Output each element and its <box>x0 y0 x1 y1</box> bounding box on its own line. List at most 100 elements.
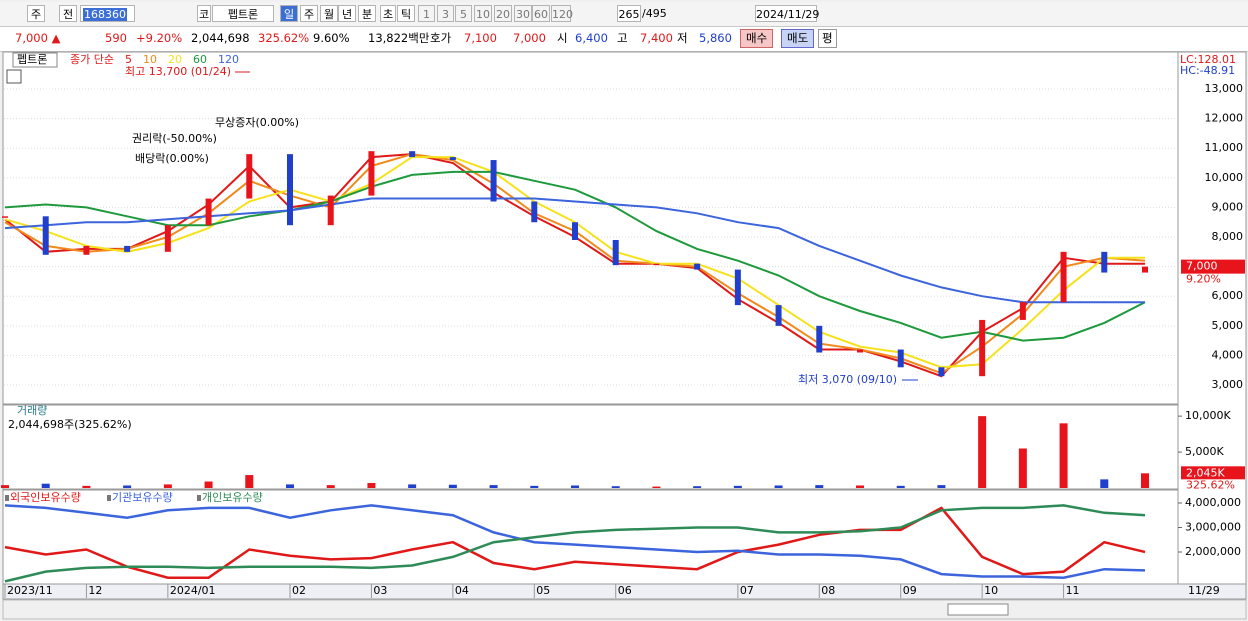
volume-bar <box>82 485 91 488</box>
legend-box <box>12 52 58 68</box>
selected-text: 168360 <box>83 8 127 21</box>
volume-bar <box>815 485 824 488</box>
info-item: 저 <box>677 31 688 45</box>
volume-bar <box>163 484 172 488</box>
volume-bar <box>489 485 498 488</box>
change-label: 9.20% <box>1186 273 1221 286</box>
toolbar-item[interactable]: 월 <box>320 5 338 22</box>
toolbar-item[interactable]: 일 <box>280 5 298 22</box>
grid-icon[interactable] <box>6 69 22 84</box>
toolbar-item[interactable]: 2024/11/29 <box>755 5 819 22</box>
info-item: 시 <box>557 31 568 45</box>
holding-line <box>4 506 1146 579</box>
scrollbar[interactable] <box>2 599 1247 620</box>
volume-bar <box>693 486 702 488</box>
volume-bar <box>978 416 987 488</box>
toolbar-item[interactable]: 30 <box>514 5 532 22</box>
toolbar-item[interactable]: 20 <box>494 5 512 22</box>
volume-bar <box>1100 479 1109 488</box>
x-tick-label: 05 <box>536 584 550 597</box>
toolbar-item[interactable]: 분 <box>358 5 376 22</box>
toolbar-item[interactable]: 주 <box>300 5 318 22</box>
info-item[interactable]: 평 <box>818 29 837 48</box>
info-item: 7,400 <box>640 31 673 45</box>
volume-bar <box>123 485 132 488</box>
info-item: 2,044,698 <box>191 31 250 45</box>
toolbar-item[interactable]: 주 <box>27 5 45 22</box>
candle <box>490 160 497 202</box>
toolbar-item[interactable]: 년 <box>338 5 356 22</box>
info-item: 13,822백만 <box>368 31 430 45</box>
candle <box>1060 251 1067 303</box>
toolbar-item[interactable]: 120 <box>551 5 573 22</box>
volume-bar <box>1018 448 1027 488</box>
toolbar-item[interactable]: 펩트론 <box>212 5 274 22</box>
toolbar-item[interactable]: 전 <box>59 5 77 22</box>
y-tick-label: 9,000 <box>1212 200 1244 213</box>
y-tick-label: 3,000,000 <box>1185 520 1241 533</box>
candle <box>572 222 578 240</box>
toolbar-item[interactable]: 1 <box>418 5 435 22</box>
legend-entry: 외국인보유수량 <box>10 491 81 504</box>
y-tick-label: 8,000 <box>1212 230 1244 243</box>
hc-label: HC:-48.91 <box>1180 64 1235 77</box>
candle <box>449 157 456 161</box>
toolbar-item[interactable]: 코 <box>197 5 211 22</box>
candle <box>979 319 986 377</box>
scroll-thumb[interactable] <box>947 603 1009 616</box>
y-tick-label: 12,000 <box>1205 112 1244 125</box>
volume-bar <box>1 485 9 488</box>
toolbar-item[interactable]: 60 <box>532 5 550 22</box>
candle <box>775 305 782 326</box>
info-item[interactable]: 매도 <box>781 29 815 48</box>
holdings-panel <box>2 489 1179 585</box>
ma-line <box>4 156 1145 369</box>
y-tick-label: 11,000 <box>1205 141 1244 154</box>
legend-marker <box>197 495 201 501</box>
lc-label: LC:128.01 <box>1180 53 1236 66</box>
volume-bar <box>408 484 417 488</box>
toolbar-item[interactable]: 265 <box>617 5 641 22</box>
y-tick-label: 4,000,000 <box>1185 496 1241 509</box>
toolbar-item[interactable]: 168360 <box>80 5 135 22</box>
y-tick-label: 3,000 <box>1212 378 1244 391</box>
info-item: +9.20% <box>136 31 183 45</box>
legend-marker <box>107 495 111 501</box>
x-tick-label: 11 <box>1066 584 1080 597</box>
toolbar-item[interactable]: 5 <box>455 5 472 22</box>
toolbar-item[interactable]: /495 <box>642 7 667 20</box>
volume-bar <box>1059 423 1068 488</box>
volume-bar <box>326 485 335 488</box>
candle <box>246 154 253 199</box>
x-tick-label: 2023/11 <box>7 584 53 597</box>
toolbar-item[interactable]: 틱 <box>397 5 415 22</box>
volume-panel <box>2 404 1179 490</box>
info-item: 5,860 <box>699 31 732 45</box>
y-tick-label: 10,000 <box>1205 171 1244 184</box>
info-item: 7,100 <box>464 31 497 45</box>
candle <box>1019 302 1026 320</box>
info-item[interactable]: 매수 <box>740 29 774 48</box>
legend-label: 거래량 <box>17 404 47 417</box>
info-label: 2,044,698주(325.62%) <box>8 418 132 431</box>
info-item: 호가 <box>430 31 452 45</box>
holding-line <box>4 504 1146 583</box>
legend-title: 펩트론 <box>17 53 47 66</box>
x-tick-label: 07 <box>740 584 754 597</box>
legend-entry: 120 <box>218 53 239 66</box>
info-bar: 7,000 ▲ 590 +9.20% 2,044,698 325.62% 9.60% 13,… <box>0 27 1248 52</box>
candle <box>42 216 49 255</box>
volume-bar <box>611 486 620 488</box>
info-item: 7,000 <box>513 31 546 45</box>
legend-entry: 60 <box>193 53 207 66</box>
candle <box>2 216 8 218</box>
candle <box>205 198 212 226</box>
toolbar-item[interactable]: 초 <box>380 5 396 22</box>
candle <box>938 367 945 377</box>
x-tick-label: 10 <box>984 584 998 597</box>
ma-line <box>4 170 1146 342</box>
info-item: 590 <box>105 31 127 45</box>
toolbar-item[interactable]: 10 <box>474 5 492 22</box>
toolbar-item[interactable]: 3 <box>437 5 454 22</box>
